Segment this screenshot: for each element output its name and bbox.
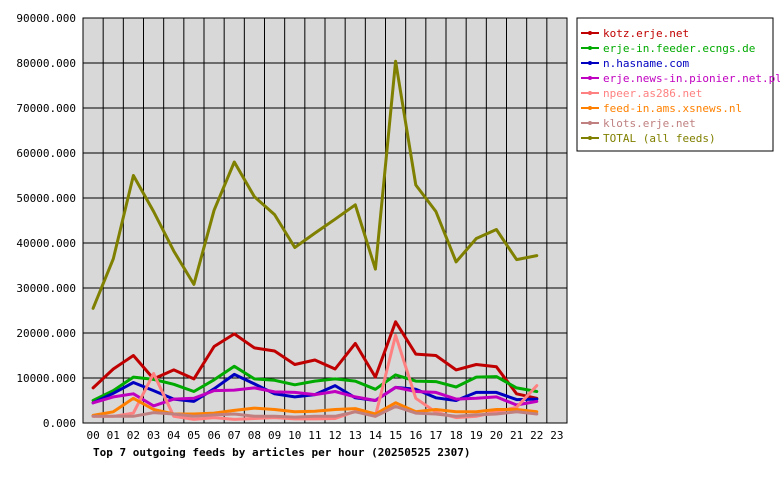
legend-label: erje.news-in.pionier.net.pl [603, 72, 780, 85]
x-tick-label: 04 [167, 429, 181, 442]
x-tick-label: 07 [228, 429, 241, 442]
series-line-1 [91, 364, 539, 402]
x-tick-label: 15 [389, 429, 402, 442]
y-tick-label: 0.000 [43, 417, 76, 430]
series-line-6 [91, 404, 539, 419]
legend-label: feed-in.ams.xsnews.nl [603, 102, 742, 115]
x-tick-label: 13 [349, 429, 362, 442]
x-tick-label: 23 [550, 429, 563, 442]
y-axis: 0.000 10000.000 20000.000 30000.000 40000.00… [16, 12, 76, 430]
x-axis: 00 01 02 03 04 05 06 07 08 09 10 11 12 13 14 15 16 17 18 19… [86, 429, 563, 442]
series-line-0 [91, 320, 539, 400]
x-tick-label: 11 [308, 429, 321, 442]
legend-marker [588, 106, 592, 110]
x-tick-label: 10 [288, 429, 301, 442]
y-tick-label: 20000.000 [16, 327, 76, 340]
legend-label: n.hasname.com [603, 57, 689, 70]
y-tick-label: 90000.000 [16, 12, 76, 25]
x-tick-label: 03 [147, 429, 160, 442]
legend-label: erje-in.feeder.ecngs.de [603, 42, 755, 55]
legend-marker [588, 76, 592, 80]
legend-box [576, 17, 774, 152]
series-lines [91, 59, 539, 421]
x-tick-label: 08 [248, 429, 261, 442]
legend-label: TOTAL (all feeds) [603, 132, 716, 145]
legend-marker [588, 136, 592, 140]
legend-marker [588, 91, 592, 95]
x-tick-label: 01 [107, 429, 120, 442]
legend-label: npeer.as286.net [603, 87, 702, 100]
plot-frame [82, 17, 568, 424]
x-tick-label: 17 [429, 429, 442, 442]
y-tick-label: 50000.000 [16, 192, 76, 205]
legend-label: kotz.erje.net [603, 27, 689, 40]
y-tick-label: 60000.000 [16, 147, 76, 160]
x-tick-label: 16 [409, 429, 422, 442]
x-tick-label: 00 [86, 429, 99, 442]
chart-title: Top 7 outgoing feeds by articles per hou… [93, 446, 471, 459]
y-tick-label: 30000.000 [16, 282, 76, 295]
legend-marker [588, 61, 592, 65]
y-tick-label: 70000.000 [16, 102, 76, 115]
x-tick-label: 09 [268, 429, 281, 442]
legend-marker [588, 46, 592, 50]
legend-marker [588, 121, 592, 125]
x-tick-label: 12 [328, 429, 341, 442]
x-tick-label: 05 [187, 429, 200, 442]
x-tick-label: 20 [490, 429, 503, 442]
x-tick-label: 14 [369, 429, 383, 442]
x-tick-label: 02 [127, 429, 140, 442]
y-tick-label: 80000.000 [16, 57, 76, 70]
legend: kotz.erje.net erje-in.feeder.ecngs.de n.ha… [576, 17, 780, 152]
x-tick-label: 18 [449, 429, 462, 442]
legend-label: klots.erje.net [603, 117, 696, 130]
y-tick-label: 10000.000 [16, 372, 76, 385]
legend-marker [588, 31, 592, 35]
y-tick-label: 40000.000 [16, 237, 76, 250]
x-tick-label: 19 [470, 429, 483, 442]
series-line-7 [91, 59, 539, 310]
x-tick-label: 22 [530, 429, 543, 442]
x-tick-label: 06 [207, 429, 220, 442]
x-tick-label: 21 [510, 429, 523, 442]
